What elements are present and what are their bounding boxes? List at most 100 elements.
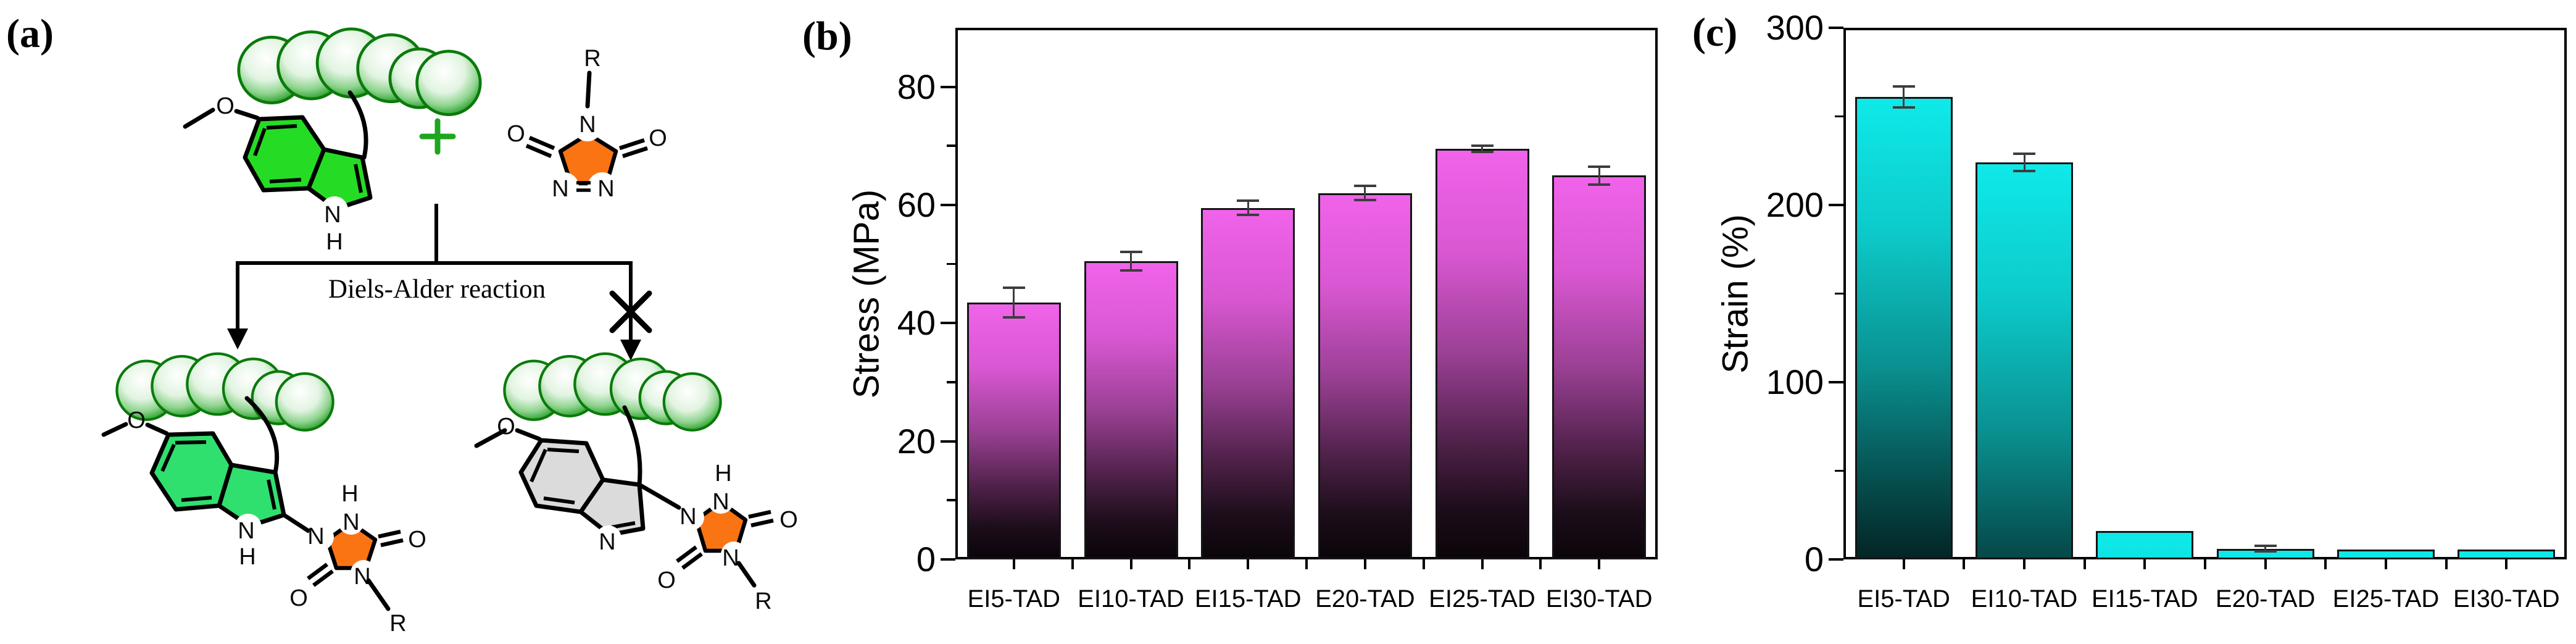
bond: [366, 578, 391, 611]
error-cap-bottom: [1120, 269, 1142, 272]
r-group-label: R: [584, 46, 600, 72]
y-minor-tick: [947, 262, 955, 266]
carbonyl-bond: [307, 562, 328, 580]
y-major-tick: [1829, 558, 1843, 561]
error-cap-top: [1353, 185, 1376, 188]
error-cap-top: [2013, 152, 2035, 155]
oxygen-label: O: [408, 527, 426, 553]
reaction-label: Diels-Alder reaction: [328, 275, 546, 304]
x-tick: [2083, 559, 2086, 569]
atom-halo: [549, 172, 579, 202]
y-major-tick: [1829, 27, 1843, 29]
r-group-label: R: [755, 588, 771, 614]
oxygen-label: O: [497, 414, 515, 440]
oxygen-label: O: [779, 507, 798, 533]
x-category-label: EI15-TAD: [1194, 585, 1302, 613]
oxygen-label: O: [216, 93, 235, 119]
bar: [1318, 193, 1412, 559]
y-major-tick: [941, 204, 955, 206]
x-category-label: EI15-TAD: [2092, 585, 2198, 613]
left-arrowhead-icon: [227, 328, 248, 349]
y-tick-label: 20: [897, 421, 936, 461]
nitrogen-label: N: [712, 489, 729, 515]
error-bar: [1903, 86, 1905, 108]
x-tick: [1481, 559, 1484, 569]
reaction-scheme: O N H R O O N N N: [101, 0, 798, 637]
x-tick: [2143, 559, 2146, 569]
carbonyl-bond: [312, 569, 334, 587]
error-bar: [2023, 153, 2025, 172]
y-major-tick: [941, 558, 955, 561]
methoxy-bond: [145, 422, 169, 436]
x-tick: [1012, 559, 1015, 569]
reaction-arrows: [236, 204, 633, 345]
carbonyl-bond: [676, 545, 697, 563]
double-bond: [543, 496, 575, 504]
x-tick: [1305, 559, 1308, 569]
nitrogen-label: N: [722, 545, 739, 571]
methoxy-bond: [515, 428, 542, 441]
methyl-bond: [101, 422, 128, 437]
indole-failed: [518, 438, 646, 537]
atom-halo: [235, 514, 262, 541]
error-cap-bottom: [1353, 199, 1376, 202]
x-category-label: E20-TAD: [1315, 585, 1415, 613]
nitrogen-label: N: [307, 524, 324, 550]
oxygen-label: O: [657, 567, 676, 593]
oxygen-label: O: [289, 585, 308, 611]
x-tick: [2445, 559, 2448, 569]
r-group-label: R: [389, 611, 406, 637]
x-category-label: E20-TAD: [2215, 585, 2316, 613]
error-cap-top: [1471, 144, 1494, 148]
polymer-tether: [244, 396, 280, 475]
panel-label-a: (a): [6, 11, 54, 56]
carbonyl-bond: [748, 509, 771, 519]
plot-frame: [955, 28, 1658, 559]
nitrogen-label: N: [679, 504, 696, 530]
cross-out-icon: [609, 290, 652, 333]
atom-halo: [573, 113, 602, 141]
x-tick: [1539, 559, 1542, 569]
carbonyl-bond: [380, 538, 404, 548]
x-category-label: EI30-TAD: [1545, 585, 1653, 613]
x-tick: [1902, 559, 1905, 569]
nitrogen-label: N: [343, 509, 359, 535]
y-minor-tick: [947, 144, 955, 147]
carbonyl-bond: [378, 529, 401, 539]
x-tick: [1188, 559, 1191, 569]
nitrogen-label: N: [238, 518, 254, 544]
atom-halo: [721, 542, 747, 567]
bond: [585, 70, 592, 109]
indole-product: [149, 431, 286, 529]
double-bond: [547, 448, 580, 453]
error-cap-bottom: [2013, 170, 2035, 173]
y-minor-tick: [947, 381, 955, 383]
nitrogen-label: N: [324, 202, 341, 228]
y-major-tick: [941, 85, 955, 88]
tad-reactant: R O O N N N: [507, 46, 667, 202]
error-cap-bottom: [1471, 150, 1494, 153]
panel-label-c: (c): [1692, 10, 1738, 55]
y-tick-label: 80: [897, 67, 936, 106]
x-tick: [1071, 559, 1074, 569]
carbonyl-bond: [681, 552, 703, 570]
oxygen-label: O: [507, 121, 525, 147]
x-tick: [1363, 559, 1366, 569]
x-tick: [2385, 559, 2387, 569]
double-bond: [354, 164, 363, 193]
carbonyl-bond: [618, 138, 646, 151]
atom-halo: [588, 172, 617, 202]
bar: [1201, 207, 1295, 559]
oxygen-label: O: [649, 125, 667, 151]
y-minor-tick: [1835, 469, 1843, 472]
bar: [2337, 550, 2435, 559]
plot-frame: [1843, 28, 2567, 559]
atom-halo: [678, 504, 704, 530]
methyl-bond: [183, 107, 215, 129]
x-tick: [2023, 559, 2025, 569]
x-tick: [2324, 559, 2327, 569]
error-cap-top: [1588, 165, 1611, 168]
c2-urazole-bond: [281, 512, 311, 533]
